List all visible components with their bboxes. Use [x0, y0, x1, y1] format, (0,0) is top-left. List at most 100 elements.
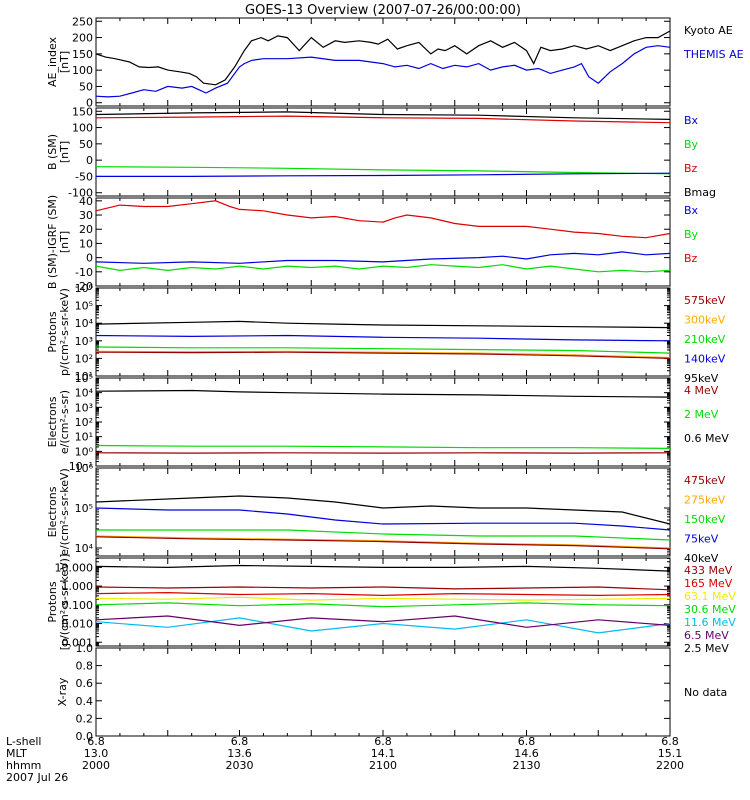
y-tick-label: 0.4	[76, 695, 94, 708]
series-line	[95, 444, 671, 449]
time-tick-label: 6.8	[231, 735, 249, 748]
time-axis-row-label: MLT	[6, 747, 27, 760]
time-tick-label: 2200	[656, 759, 684, 772]
panel-6: 10⁴ 10⁵ 10⁶ Electrons e/(cm²-s-sr-keV) 475keV…	[46, 462, 726, 565]
legend-label: 275keV	[684, 494, 726, 507]
legend-label: Bz	[684, 162, 698, 175]
y-axis-label: B (SM)	[46, 134, 59, 170]
series-line	[95, 596, 671, 601]
y-tick-label: 0	[86, 154, 93, 167]
y-axis-label: X-ray	[56, 677, 69, 706]
y-tick-label: 10⁴	[75, 542, 94, 555]
time-tick-label: 13.6	[227, 747, 252, 760]
y-tick-label: 0	[86, 252, 93, 265]
y-axis-label: Protons	[46, 311, 59, 352]
panel-frame	[95, 287, 671, 377]
y-axis-unit: [nT]	[58, 231, 71, 253]
legend-label: By	[684, 138, 699, 151]
y-tick-label: 10.000	[55, 561, 94, 574]
y-tick-label: 10¹	[75, 431, 93, 444]
time-tick-label: 6.8	[661, 735, 679, 748]
panel-frame	[95, 557, 671, 647]
legend-label: 300keV	[684, 314, 726, 327]
legend-label: 4 MeV	[684, 384, 719, 397]
y-tick-label: 10⁶	[75, 462, 94, 475]
y-tick-label: 10²	[75, 416, 93, 429]
y-tick-label: 40	[79, 195, 93, 208]
legend-label: By	[684, 228, 699, 241]
legend-label: 30.6 MeV	[684, 603, 736, 616]
y-tick-label: 10⁴	[75, 317, 94, 330]
y-tick-label: 10¹	[75, 370, 93, 383]
legend-label: Kyoto AE	[684, 24, 733, 37]
series-line	[95, 586, 671, 591]
series-line	[95, 115, 671, 124]
time-tick-label: 2030	[226, 759, 254, 772]
y-axis-label: Electrons	[46, 396, 59, 447]
time-tick-label: 6.8	[518, 735, 536, 748]
time-tick-label: 14.6	[514, 747, 539, 760]
series-line	[95, 30, 671, 86]
legend-label: Bmag	[684, 186, 716, 199]
y-tick-label: 10²	[75, 352, 93, 365]
y-tick-label: 10⁵	[75, 300, 93, 313]
y-tick-label: 50	[79, 138, 93, 151]
panel-frame	[95, 467, 671, 557]
legend-label: 150keV	[684, 513, 726, 526]
series-line	[95, 617, 671, 634]
y-tick-label: 200	[72, 32, 93, 45]
legend-label: THEMIS AE	[683, 48, 744, 61]
series-line	[95, 351, 671, 359]
series-line	[95, 507, 671, 531]
y-axis-unit: [nT]	[58, 51, 71, 73]
y-tick-label: 250	[72, 15, 93, 28]
legend-label: 433 MeV	[684, 564, 733, 577]
series-line	[95, 264, 671, 273]
y-tick-label: 100	[72, 64, 93, 77]
legend-label: No data	[684, 686, 727, 699]
y-tick-label: 20	[79, 223, 93, 236]
y-tick-label: 0.0	[76, 730, 94, 743]
figure-title: GOES-13 Overview (2007-07-26/00:00:00)	[245, 3, 521, 18]
series-line	[95, 564, 671, 572]
time-tick-label: 15.1	[658, 747, 683, 760]
time-axis-row-label: hhmm	[6, 759, 41, 772]
legend-label: 11.6 MeV	[684, 616, 736, 629]
legend-label: 165 MeV	[684, 577, 733, 590]
time-axis-row-label: L-shell	[6, 735, 42, 748]
legend-label: 0.6 MeV	[684, 432, 729, 445]
time-tick-label: 14.1	[371, 747, 396, 760]
y-axis-unit: e/(cm²-s-sr-keV)	[58, 468, 71, 556]
y-tick-label: -20	[75, 280, 93, 293]
y-tick-label: 1.0	[76, 642, 94, 655]
legend-label: 6.5 MeV	[684, 629, 729, 642]
y-tick-label: 0.8	[76, 660, 94, 673]
y-tick-label: 0.001	[62, 636, 94, 649]
series-line	[95, 389, 671, 398]
panel-frame	[95, 647, 671, 737]
time-tick-label: 6.8	[374, 735, 392, 748]
legend-label: 140keV	[684, 353, 726, 366]
legend-label: 95keV	[684, 372, 719, 385]
y-tick-label: -10	[75, 266, 93, 279]
legend-label: 575keV	[684, 294, 726, 307]
series-line	[95, 591, 671, 597]
series-line	[95, 320, 671, 329]
legend-label: 2.5 MeV	[684, 642, 729, 655]
y-tick-label: 10³	[75, 401, 93, 414]
y-tick-label: 10⁶	[75, 282, 94, 295]
series-line	[96, 529, 671, 541]
panel-8: 0.0 0.2 0.4 0.6 0.8 1.0 X-ray No data	[56, 642, 727, 743]
panel-7: 0.001 0.010 0.100 1.000 10.000 Protons [p/(cm²…	[46, 554, 736, 655]
time-tick-label: 13.0	[84, 747, 109, 760]
series-line	[95, 111, 671, 120]
y-axis-label: AE_index	[46, 36, 59, 87]
panel-frame	[95, 197, 671, 287]
y-tick-label: -50	[75, 170, 93, 183]
legend-label: 210keV	[684, 333, 726, 346]
